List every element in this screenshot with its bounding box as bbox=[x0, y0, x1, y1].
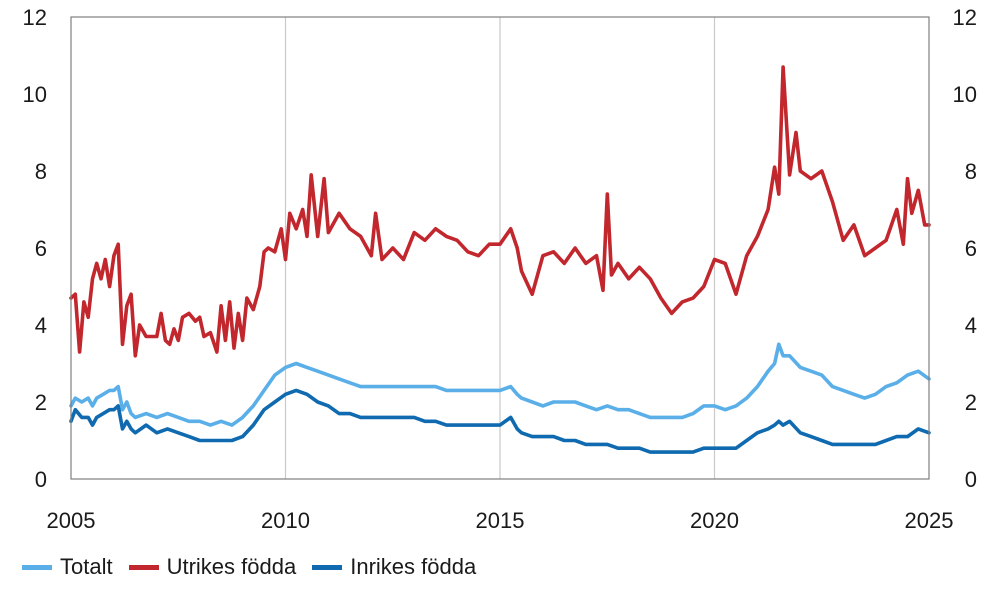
y-left-tick-label: 8 bbox=[35, 159, 47, 184]
y-right-tick-label: 6 bbox=[965, 236, 977, 261]
y-left-tick-label: 0 bbox=[35, 467, 47, 492]
legend-item-totalt: Totalt bbox=[22, 554, 113, 580]
y-right-tick-label: 2 bbox=[965, 390, 977, 415]
series-line-totalt bbox=[69, 342, 931, 427]
legend-label-utrikes: Utrikes födda bbox=[166, 554, 297, 579]
line-chart: 0 2 4 6 8 10 12 0 2 4 6 8 10 12 2005 2010 2015 2020 2025 bbox=[23, 5, 977, 533]
x-axis-ticks: 2005 2010 2015 2020 2025 bbox=[47, 508, 954, 533]
y-left-tick-label: 12 bbox=[23, 5, 47, 30]
series-line-utrikes-f-dda bbox=[69, 65, 931, 358]
series-line-inrikes-f-dda bbox=[69, 388, 931, 454]
legend: Totalt Utrikes födda Inrikes födda bbox=[22, 550, 492, 584]
x-tick-label: 2010 bbox=[261, 508, 310, 533]
legend-swatch-utrikes bbox=[128, 564, 159, 570]
y-right-tick-label: 0 bbox=[965, 467, 977, 492]
legend-label-totalt: Totalt bbox=[60, 554, 113, 579]
x-tick-label: 2005 bbox=[47, 508, 96, 533]
vertical-gridlines bbox=[284, 17, 716, 479]
y-right-tick-label: 8 bbox=[965, 159, 977, 184]
y-axis-right-ticks: 0 2 4 6 8 10 12 bbox=[953, 5, 977, 492]
y-left-tick-label: 2 bbox=[35, 390, 47, 415]
x-tick-label: 2015 bbox=[476, 508, 525, 533]
y-right-tick-label: 12 bbox=[953, 5, 977, 30]
legend-item-utrikes: Utrikes födda bbox=[128, 554, 297, 580]
y-axis-left-ticks: 0 2 4 6 8 10 12 bbox=[23, 5, 47, 492]
y-right-tick-label: 10 bbox=[953, 82, 977, 107]
y-right-tick-label: 4 bbox=[965, 313, 977, 338]
legend-item-inrikes: Inrikes födda bbox=[312, 554, 476, 580]
legend-swatch-inrikes bbox=[312, 564, 343, 570]
legend-swatch-totalt bbox=[22, 564, 52, 570]
plot-area-frame bbox=[70, 16, 930, 480]
legend-label-inrikes: Inrikes födda bbox=[350, 554, 477, 579]
series-lines bbox=[69, 65, 931, 454]
x-tick-label: 2020 bbox=[690, 508, 739, 533]
y-left-tick-label: 4 bbox=[35, 313, 47, 338]
y-left-tick-label: 6 bbox=[35, 236, 47, 261]
y-left-tick-label: 10 bbox=[23, 82, 47, 107]
x-tick-label: 2025 bbox=[905, 508, 954, 533]
